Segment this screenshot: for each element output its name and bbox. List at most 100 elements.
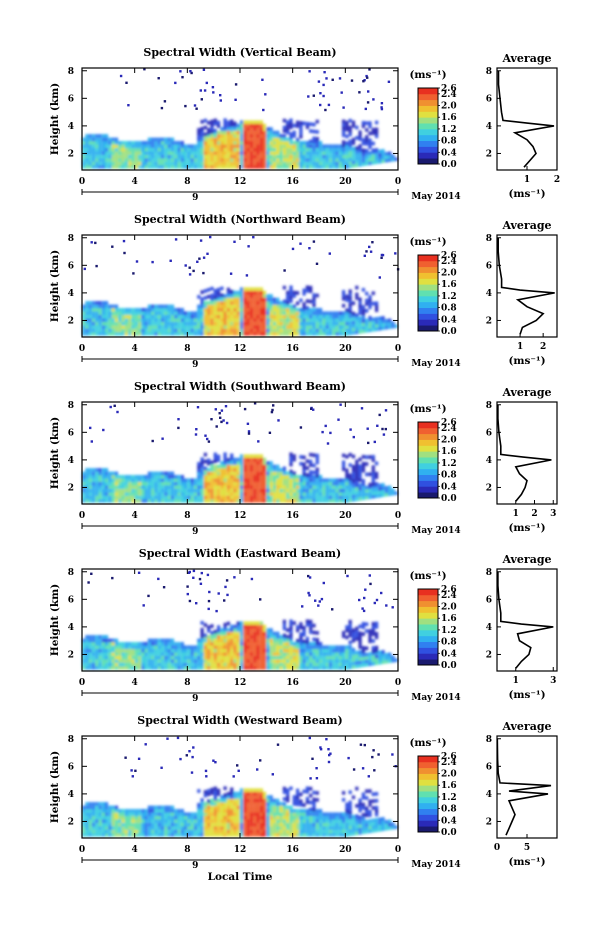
x-tick-label: 8 [184,845,190,855]
colorbar-tick-label: 1.6 [441,280,457,290]
average-title: Average [501,720,551,733]
panel-title: Spectral Width (Southward Beam) [134,380,346,393]
y-axis-label: Height (km) [49,584,61,656]
x-tick-label: 0 [395,177,401,187]
colorbar-segment [418,111,438,117]
colorbar-tick-label: 0.4 [441,315,457,325]
x-tick-label: 0 [395,344,401,354]
panel-3: Spectral Width (Eastward Beam)2468Height… [49,547,557,704]
x-tick-label: 12 [234,845,247,855]
day-label: 9 [192,193,198,203]
avg-x-tick-label: 2 [540,342,546,352]
colorbar-segment [418,785,438,791]
colorbar-tick-label: 2.4 [441,424,457,434]
avg-y-tick-label: 6 [486,261,492,271]
x-tick-label: 0 [395,678,401,688]
average-title: Average [501,219,551,232]
upper-echoes [89,402,387,445]
y-tick-label: 4 [68,456,74,466]
colorbar-segment [418,135,438,141]
colorbar-tick-label: 0.0 [441,828,457,838]
colorbar-segment [418,146,438,152]
colorbar-tick-label: 0.4 [441,482,457,492]
average-x-label: (ms⁻¹) [508,188,545,200]
panel-title: Spectral Width (Eastward Beam) [139,547,341,560]
panel-4: Spectral Width (Westward Beam)2468Height… [49,714,557,871]
y-tick-label: 2 [68,650,74,660]
x-tick-label: 12 [234,177,247,187]
avg-x-tick-label: 1 [524,175,530,185]
day-label: 9 [192,527,198,537]
colorbar-tick-label: 1.2 [441,125,457,135]
avg-y-tick-label: 8 [486,735,492,745]
colorbar-segment [418,313,438,319]
colorbar-segment [418,100,438,106]
heatmap-cells [82,118,398,168]
upper-echoes [84,236,400,279]
colorbar-segment [418,756,438,762]
x-tick-label: 8 [184,344,190,354]
x-tick-label: 16 [286,845,299,855]
colorbar-segment [418,653,438,659]
panel-0: Spectral Width (Vertical Beam)2468Height… [49,46,560,203]
colorbar-segment [418,123,438,129]
avg-y-tick-label: 6 [486,428,492,438]
average-frame [497,235,557,337]
colorbar-segment [418,267,438,273]
colorbar-segment [418,284,438,290]
average-title: Average [501,386,551,399]
avg-y-tick-label: 6 [486,762,492,772]
date-label: May 2014 [411,192,460,202]
x-tick-label: 0 [79,344,85,354]
day-label: 9 [192,360,198,370]
colorbar-segment [418,630,438,636]
x-tick-label: 20 [339,845,352,855]
upper-echoes [124,737,397,780]
average-title: Average [501,553,551,566]
colorbar-segment [418,601,438,607]
colorbar-tick-label: 1.2 [441,459,457,469]
colorbar-segment [418,480,438,486]
average-profile-line [499,71,555,167]
colorbar-tick-label: 1.6 [441,113,457,123]
y-tick-label: 6 [68,94,74,104]
colorbar-segment [418,88,438,94]
avg-x-tick-label: 3 [550,676,556,686]
colorbar-segment [418,278,438,284]
average-profile-line [498,238,555,334]
colorbar-segment [418,774,438,780]
avg-x-tick-label: 0 [494,843,500,853]
x-tick-label: 20 [339,678,352,688]
panel-title: Spectral Width (Northward Beam) [134,213,346,226]
average-x-label: (ms⁻¹) [508,689,545,701]
x-tick-label: 16 [286,177,299,187]
x-tick-label: 16 [286,678,299,688]
colorbar-unit: (ms⁻¹) [409,570,446,582]
colorbar-segment [418,428,438,434]
colorbar-tick-label: 0.8 [441,304,457,314]
colorbar-segment [418,636,438,642]
colorbar-tick-label: 2.4 [441,758,457,768]
colorbar-segment [418,106,438,112]
colorbar-segment [418,302,438,308]
colorbar-tick-label: 0.8 [441,471,457,481]
avg-y-tick-label: 4 [486,122,492,132]
average-x-label: (ms⁻¹) [508,355,545,367]
colorbar-segment [418,451,438,457]
colorbar-unit: (ms⁻¹) [409,737,446,749]
upper-echoes [87,570,394,613]
x-tick-label: 0 [395,845,401,855]
average-title: Average [501,52,551,65]
avg-y-tick-label: 4 [486,623,492,633]
colorbar-tick-label: 0.4 [441,649,457,659]
colorbar-segment [418,492,438,498]
y-tick-label: 4 [68,122,74,132]
date-label: May 2014 [411,693,460,703]
colorbar-tick-label: 1.6 [441,447,457,457]
colorbar-segment [418,647,438,653]
colorbar-unit: (ms⁻¹) [409,403,446,415]
colorbar-segment [418,117,438,123]
colorbar-tick-label: 1.6 [441,781,457,791]
avg-x-tick-label: 3 [550,509,556,519]
colorbar-segment [418,612,438,618]
